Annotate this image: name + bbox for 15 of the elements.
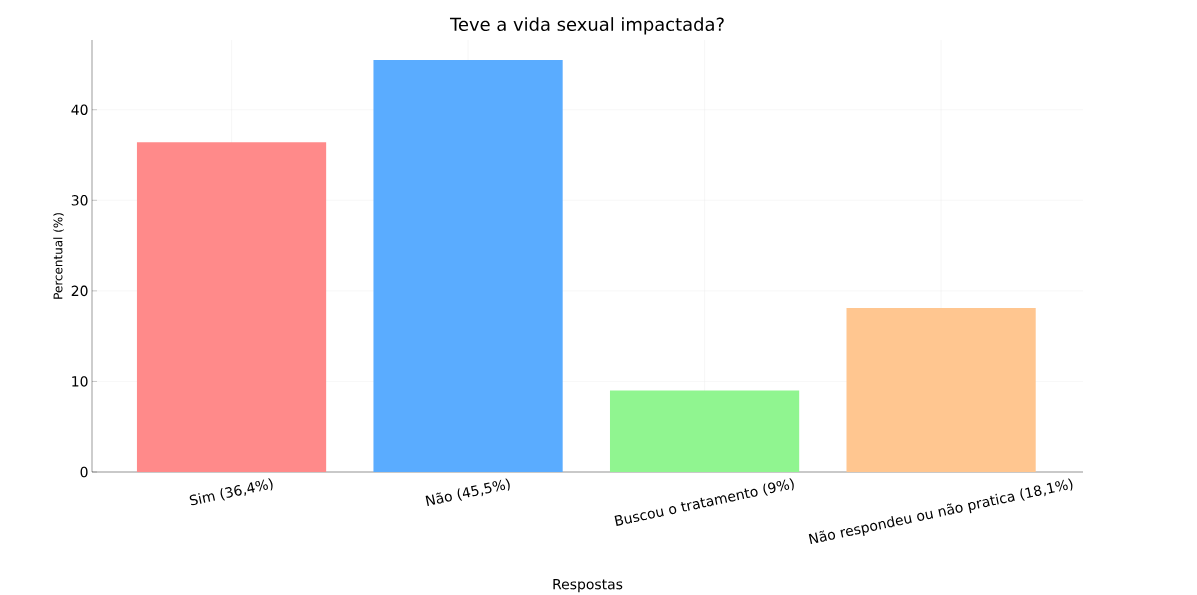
- x-tick-label: Não (45,5%): [425, 478, 510, 506]
- y-tick-label: 0: [80, 466, 88, 478]
- x-tick-label: Não respondeu ou não pratica (18,1%): [808, 478, 1073, 545]
- bar: [373, 59, 563, 472]
- y-tick-label: 30: [71, 195, 88, 206]
- y-axis-title: Percentual (%): [53, 213, 64, 299]
- chart-title: Teve a vida sexual impactada?: [449, 17, 724, 35]
- y-tick-label: 10: [72, 376, 88, 387]
- bar: [609, 390, 800, 472]
- bar: [136, 142, 327, 472]
- bar: [846, 308, 1036, 472]
- x-axis-title: Respostas: [553, 579, 623, 593]
- y-tick-label: 40: [71, 104, 88, 116]
- x-tick-label: Sim (36,4%): [189, 478, 273, 506]
- y-tick-label: 20: [71, 285, 88, 297]
